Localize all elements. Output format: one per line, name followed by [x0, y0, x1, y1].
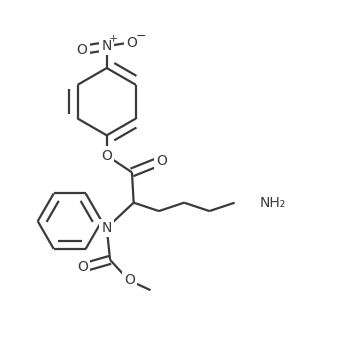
Text: +: +	[109, 34, 118, 44]
Text: O: O	[124, 273, 135, 287]
Text: O: O	[101, 148, 112, 163]
Text: O: O	[126, 36, 137, 50]
Text: O: O	[77, 43, 88, 56]
Text: −: −	[136, 29, 147, 43]
Text: O: O	[156, 153, 167, 168]
Text: N: N	[101, 221, 112, 235]
Text: O: O	[77, 260, 88, 274]
Text: N: N	[101, 39, 112, 53]
Text: NH₂: NH₂	[259, 196, 286, 210]
